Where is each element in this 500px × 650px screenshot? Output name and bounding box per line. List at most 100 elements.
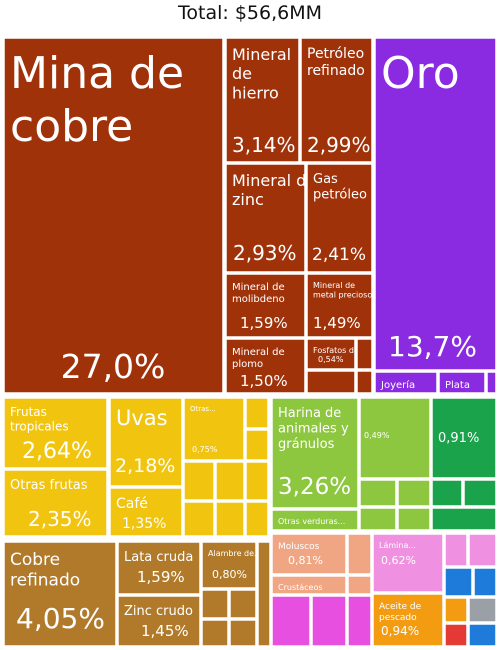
tile-name-joyeria: Joyería xyxy=(380,379,415,391)
tile-value-mineral-de-zinc: 2,93% xyxy=(233,241,297,265)
tile-cafe xyxy=(109,487,183,537)
tile-value-mineral-de-hierro: 3,14% xyxy=(232,133,296,157)
tile-crustaceos xyxy=(271,575,347,595)
tile-name-mineral-de-zinc: zinc xyxy=(232,190,264,209)
tile-name-gas-petroleo: Gas xyxy=(313,172,338,187)
tile-minor-7 xyxy=(215,461,245,501)
tile-minor-3 xyxy=(486,371,497,394)
tile-gas-petroleo xyxy=(306,163,373,273)
tile-name-moluscos: Moluscos xyxy=(278,542,320,552)
tile-name-zinc-crudo: Zinc crudo xyxy=(124,604,193,619)
tile-name-aceite-de-pescado: Aceite de xyxy=(379,602,422,612)
tile-oro xyxy=(374,37,497,371)
tile-minor-18 xyxy=(431,507,497,531)
tile-name-alambre-de: Alambre de... xyxy=(208,549,262,558)
tile-value-tile-0-91: 0,91% xyxy=(438,431,479,446)
tile-lamina xyxy=(372,533,444,593)
tile-value-alambre-de: 0,80% xyxy=(212,568,247,581)
tile-value-moluscos: 0,81% xyxy=(288,554,323,567)
tile-name-petroleo-refinado: Petróleo xyxy=(307,46,364,62)
tile-minor-21 xyxy=(201,619,229,647)
tile-minor-13 xyxy=(397,479,431,507)
tile-name-mina-de-cobre: cobre xyxy=(10,101,133,152)
tile-plata xyxy=(438,371,486,394)
tile-alambre-de xyxy=(201,541,257,589)
tile-minor-10 xyxy=(215,501,245,537)
tile-name-mineral-de-molibdeno: Mineral de xyxy=(232,282,285,293)
tile-uvas xyxy=(109,397,183,487)
tile-minor-27 xyxy=(311,595,347,647)
tile-value-otras: 0,75% xyxy=(192,445,218,454)
tile-name-uvas: Uvas xyxy=(116,406,168,430)
tile-value-lata-cruda: 1,59% xyxy=(137,568,185,586)
tile-value-mina-de-cobre: 27,0% xyxy=(61,347,166,386)
tile-value-lamina: 0,62% xyxy=(381,554,416,567)
tile-name-mineral-de-metal-precioso: metal precioso xyxy=(313,291,372,300)
tile-name-petroleo-refinado: refinado xyxy=(307,63,365,79)
tile-name-frutas-tropicales: tropicales xyxy=(10,419,69,433)
tile-name-mineral-de-hierro: de xyxy=(232,64,252,83)
tile-zinc-crudo xyxy=(117,595,201,647)
tile-minor-35 xyxy=(444,623,468,647)
tile-minor-0 xyxy=(356,338,373,370)
tile-minor-8 xyxy=(245,461,269,501)
tile-minor-25 xyxy=(347,575,372,595)
tile-name-lamina: Lámina... xyxy=(379,541,416,550)
tile-mineral-de-hierro xyxy=(225,37,300,163)
tile-value-frutas-tropicales: 2,64% xyxy=(22,439,92,464)
tile-value-fosfatos-de: 0,54% xyxy=(318,355,344,364)
tile-minor-9 xyxy=(183,501,215,537)
tile-value-oro: 13,7% xyxy=(388,330,477,363)
tile-name-cobre-refinado: Cobre xyxy=(10,550,60,570)
tile-name-harina-de-animales-y-granulos: animales y xyxy=(278,422,349,437)
tile-value-mineral-de-plomo: 1,50% xyxy=(240,372,288,390)
tile-name-cobre-refinado: refinado xyxy=(10,570,80,590)
tile-minor-33 xyxy=(444,597,468,623)
tile-value-petroleo-refinado: 2,99% xyxy=(307,133,371,157)
tile-tile-0-91 xyxy=(431,397,497,479)
tile-minor-12 xyxy=(359,479,397,507)
tile-petroleo-refinado xyxy=(300,37,373,163)
tile-name-crustaceos: Crustáceos xyxy=(278,583,323,592)
tile-otras-verduras xyxy=(271,509,359,531)
tile-value-mineral-de-metal-precioso: 1,49% xyxy=(313,314,361,332)
tile-fosfatos-de xyxy=(306,338,356,370)
tile-name-cafe: Café xyxy=(116,496,148,512)
tile-minor-31 xyxy=(444,567,473,597)
tile-name-mineral-de-hierro: hierro xyxy=(232,83,279,102)
tile-minor-26 xyxy=(271,595,311,647)
tile-cobre-refinado xyxy=(3,541,117,647)
tile-name-mineral-de-molibdeno: molibdeno xyxy=(232,294,285,305)
tile-name-harina-de-animales-y-granulos: Harina de xyxy=(278,406,341,421)
tile-minor-4 xyxy=(245,397,269,429)
tile-minor-14 xyxy=(359,507,397,531)
tile-name-mineral-de-zinc: Mineral de xyxy=(232,171,316,190)
tile-value-zinc-crudo: 1,45% xyxy=(141,622,189,640)
tile-value-aceite-de-pescado: 0,94% xyxy=(381,624,419,638)
tile-value-gas-petroleo: 2,41% xyxy=(312,245,366,265)
tile-value-cobre-refinado: 4,05% xyxy=(16,602,105,635)
tile-name-frutas-tropicales: Frutas xyxy=(10,405,47,419)
tile-value-cafe: 1,35% xyxy=(122,516,166,532)
tile-value-mineral-de-molibdeno: 1,59% xyxy=(240,314,288,332)
tile-value-tile-0-49: 0,49% xyxy=(364,431,390,440)
tile-minor-32 xyxy=(473,567,497,597)
tile-name-harina-de-animales-y-granulos: gránulos xyxy=(278,437,335,452)
tile-value-uvas: 2,18% xyxy=(115,455,175,477)
tile-value-harina-de-animales-y-granulos: 3,26% xyxy=(278,474,351,500)
tile-mineral-de-plomo xyxy=(225,338,306,394)
tile-minor-11 xyxy=(245,501,269,537)
tile-aceite-de-pescado xyxy=(372,593,444,647)
tile-minor-23 xyxy=(257,541,271,647)
tile-tile-0-49 xyxy=(359,397,431,479)
tile-otras xyxy=(183,397,245,461)
tile-minor-34 xyxy=(468,597,497,623)
tile-name-aceite-de-pescado: pescado xyxy=(379,613,417,623)
tile-harina-de-animales-y-granulos xyxy=(271,397,359,509)
tile-otras-frutas xyxy=(3,469,108,537)
tile-minor-6 xyxy=(183,461,215,501)
tile-lata-cruda xyxy=(117,541,201,595)
tile-minor-15 xyxy=(397,507,431,531)
tile-minor-29 xyxy=(444,533,468,567)
